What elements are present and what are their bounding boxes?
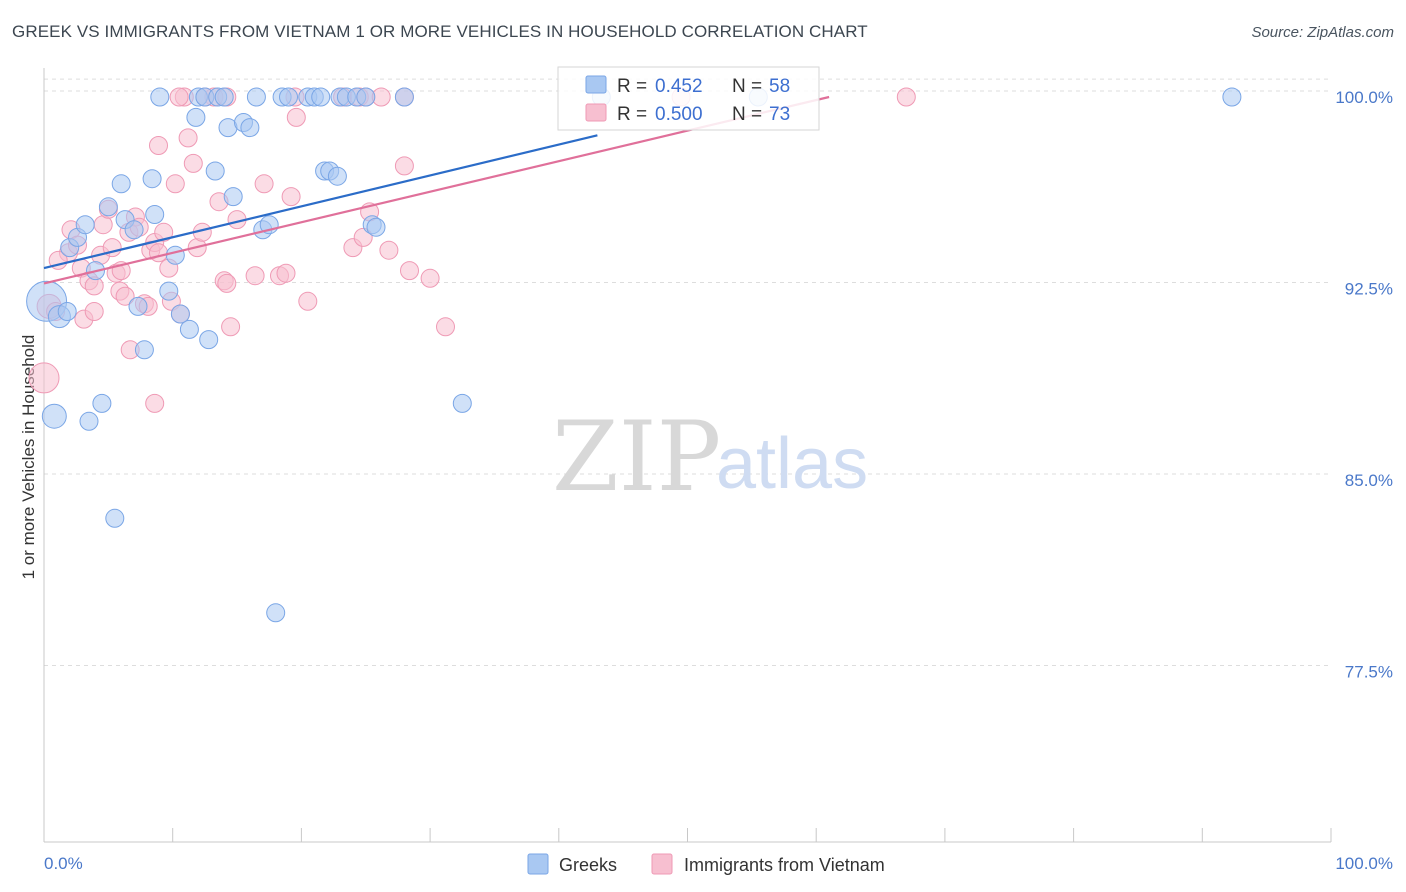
series-immigrants-from-vietnam-points bbox=[28, 87, 916, 413]
point-vietnam-31 bbox=[154, 222, 174, 242]
stats-r-label-vietnam: R = bbox=[617, 104, 647, 125]
point-greeks-4 bbox=[79, 411, 99, 431]
x-tick-label-min: 0.0% bbox=[44, 854, 83, 873]
point-vietnam-45 bbox=[221, 317, 241, 337]
point-greeks-53 bbox=[366, 217, 386, 237]
gridlines bbox=[44, 78, 1331, 666]
point-greeks-48 bbox=[394, 87, 414, 107]
point-vietnam-72 bbox=[896, 87, 916, 107]
stats-r-value-vietnam: 0.500 bbox=[655, 104, 703, 125]
y-axis-title: 1 or more Vehicles in Household bbox=[19, 335, 38, 580]
legend-item-greeks[interactable]: Greeks bbox=[527, 853, 617, 875]
legend-label-greeks: Greeks bbox=[559, 855, 617, 875]
point-greeks-24 bbox=[186, 107, 206, 127]
watermark-atlas: atlas bbox=[716, 424, 868, 504]
point-greeks-22 bbox=[179, 319, 199, 339]
point-greeks-5 bbox=[92, 393, 112, 413]
source-credit: Source: ZipAtlas.com bbox=[1251, 24, 1394, 41]
point-vietnam-62 bbox=[169, 87, 189, 107]
point-greeks-16 bbox=[145, 205, 165, 224]
stats-n-label-greeks: N = bbox=[732, 76, 762, 97]
point-greeks-47 bbox=[356, 87, 376, 107]
point-greeks-17 bbox=[128, 296, 148, 316]
point-vietnam-59 bbox=[394, 156, 414, 176]
watermark: ZIP atlas bbox=[552, 401, 868, 513]
stats-n-value-greeks: 58 bbox=[769, 76, 790, 97]
point-vietnam-53 bbox=[298, 291, 318, 311]
legend-item-vietnam[interactable]: Immigrants from Vietnam bbox=[651, 853, 885, 875]
point-vietnam-57 bbox=[379, 240, 399, 260]
stats-swatch-vietnam bbox=[585, 103, 607, 122]
point-vietnam-38 bbox=[183, 153, 203, 173]
point-greeks-20 bbox=[159, 281, 179, 301]
point-greeks-57 bbox=[1222, 87, 1242, 107]
stats-swatch-greeks bbox=[585, 75, 607, 94]
point-vietnam-58 bbox=[400, 261, 419, 281]
legend-swatch-vietnam bbox=[651, 853, 673, 875]
point-greeks-25 bbox=[205, 161, 225, 181]
point-vietnam-19 bbox=[115, 286, 135, 306]
point-vietnam-44 bbox=[217, 273, 237, 293]
point-greeks-14 bbox=[111, 174, 131, 194]
point-vietnam-47 bbox=[245, 266, 265, 286]
y-tick-label-1: 92.5% bbox=[1345, 280, 1393, 299]
point-greeks-40 bbox=[279, 87, 298, 107]
point-greeks-18 bbox=[134, 340, 154, 360]
point-greeks-37 bbox=[214, 87, 234, 107]
point-greeks-9 bbox=[75, 215, 95, 235]
point-greeks-15 bbox=[142, 169, 162, 189]
point-vietnam-37 bbox=[178, 128, 198, 148]
point-vietnam-34 bbox=[165, 174, 185, 194]
legend: Greeks Immigrants from Vietnam bbox=[527, 853, 885, 875]
y-tick-labels: 100.0% 92.5% 85.0% 77.5% bbox=[1335, 88, 1393, 682]
point-greeks-29 bbox=[223, 187, 243, 207]
stats-n-value-vietnam: 73 bbox=[769, 104, 790, 125]
point-vietnam-51 bbox=[281, 187, 301, 207]
chart-title: GREEK VS IMMIGRANTS FROM VIETNAM 1 OR MO… bbox=[12, 22, 868, 41]
point-greeks-54 bbox=[452, 393, 472, 413]
point-greeks-32 bbox=[266, 603, 286, 623]
stats-n-label-vietnam: N = bbox=[732, 104, 762, 125]
point-vietnam-52 bbox=[286, 107, 306, 127]
point-greeks-13 bbox=[124, 220, 144, 240]
stats-r-label-greeks: R = bbox=[617, 76, 647, 97]
point-greeks-21 bbox=[170, 304, 190, 324]
point-greeks-3 bbox=[41, 403, 67, 429]
point-greeks-11 bbox=[98, 197, 118, 217]
trend-line-greeks bbox=[43, 134, 598, 270]
y-tick-label-0: 100.0% bbox=[1335, 88, 1393, 107]
point-vietnam-0 bbox=[28, 362, 60, 394]
point-greeks-6 bbox=[105, 508, 125, 528]
x-tick-label-max: 100.0% bbox=[1335, 854, 1393, 873]
point-vietnam-50 bbox=[276, 263, 296, 283]
point-greeks-38 bbox=[246, 87, 266, 107]
point-greeks-51 bbox=[327, 166, 347, 186]
watermark-zip: ZIP bbox=[552, 401, 721, 513]
point-greeks-43 bbox=[311, 87, 331, 107]
legend-label-vietnam: Immigrants from Vietnam bbox=[684, 855, 885, 875]
point-vietnam-48 bbox=[254, 174, 274, 194]
point-vietnam-61 bbox=[436, 317, 455, 337]
stats-r-value-greeks: 0.452 bbox=[655, 76, 703, 97]
point-vietnam-28 bbox=[149, 243, 168, 263]
y-tick-label-2: 85.0% bbox=[1345, 471, 1393, 490]
point-greeks-33 bbox=[150, 87, 170, 107]
point-greeks-23 bbox=[199, 330, 219, 350]
point-greeks-28 bbox=[240, 118, 260, 138]
point-greeks-2 bbox=[57, 302, 77, 321]
y-tick-label-3: 77.5% bbox=[1345, 663, 1393, 682]
x-ticks bbox=[43, 828, 1332, 842]
point-vietnam-29 bbox=[145, 393, 165, 413]
series-greeks-points bbox=[26, 87, 1242, 623]
point-greeks-19 bbox=[165, 245, 185, 265]
stats-box: R = 0.452 N = 58 R = 0.500 N = 73 bbox=[557, 66, 820, 131]
point-vietnam-11 bbox=[84, 302, 104, 321]
point-vietnam-30 bbox=[149, 136, 168, 155]
legend-swatch-greeks bbox=[527, 853, 549, 875]
point-vietnam-60 bbox=[420, 268, 440, 288]
